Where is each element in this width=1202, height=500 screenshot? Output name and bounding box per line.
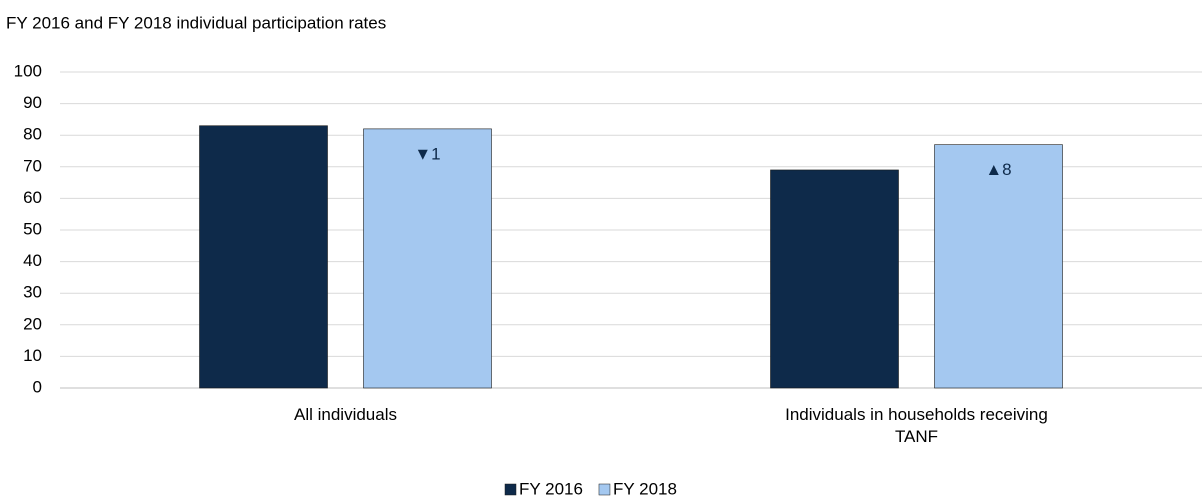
x-tick-label: Individuals in households receiving TANF xyxy=(785,405,1048,446)
bar xyxy=(363,128,492,389)
y-tick-label: 40 xyxy=(23,251,42,270)
x-tick-label: All individuals xyxy=(294,405,397,424)
y-tick-label: 30 xyxy=(23,283,42,302)
chart-title: FY 2016 and FY 2018 individual participa… xyxy=(6,13,386,32)
bar-annotation: ▲8 xyxy=(985,160,1011,179)
bar-annotation: ▼1 xyxy=(414,144,440,163)
y-tick-label: 80 xyxy=(23,125,42,144)
y-tick-label: 20 xyxy=(23,314,42,333)
y-tick-label: 70 xyxy=(23,156,42,175)
bar xyxy=(770,169,899,389)
y-tick-label: 90 xyxy=(23,93,42,112)
y-tick-label: 50 xyxy=(23,219,42,238)
y-tick-label: 100 xyxy=(14,61,42,80)
y-tick-label: 10 xyxy=(23,346,42,365)
legend-label: FY 2016 xyxy=(519,479,583,498)
legend-label: FY 2018 xyxy=(613,479,677,498)
legend-swatch xyxy=(598,483,611,496)
bar xyxy=(199,125,328,389)
y-tick-label: 60 xyxy=(23,188,42,207)
y-tick-label: 0 xyxy=(33,377,42,396)
legend-swatch xyxy=(504,483,517,496)
bar xyxy=(934,144,1063,389)
